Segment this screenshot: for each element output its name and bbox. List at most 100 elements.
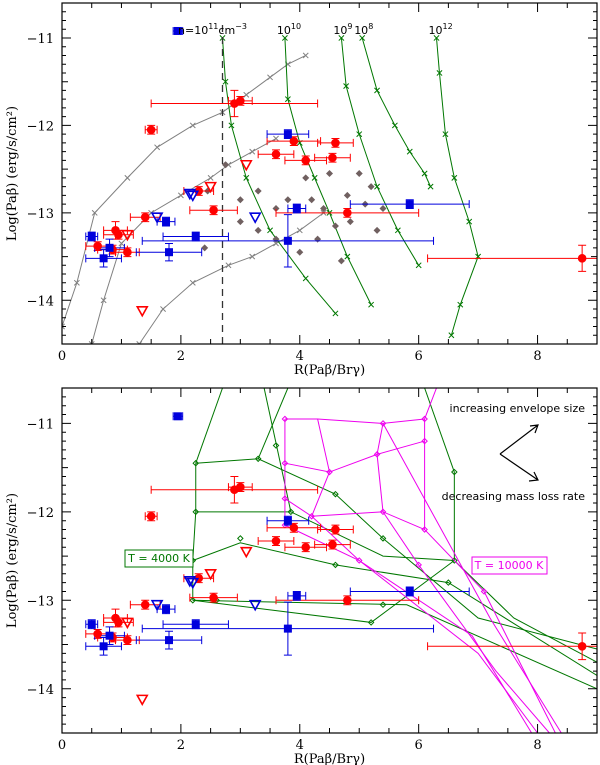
density-model-point xyxy=(338,35,345,41)
red-point xyxy=(343,208,352,218)
red-point xyxy=(236,482,245,492)
red-point xyxy=(114,230,123,240)
gray-model-point xyxy=(177,192,184,199)
magenta-grid-node xyxy=(373,451,381,458)
red-point xyxy=(271,536,281,546)
density-model-point xyxy=(374,183,381,190)
blue-point xyxy=(173,412,182,421)
blue-upper-limit-triangle xyxy=(186,190,200,203)
red-point xyxy=(343,596,352,605)
green-grid-node xyxy=(445,579,452,586)
green-grid-node xyxy=(287,508,295,516)
blue-upper-limit-triangle xyxy=(183,188,197,201)
green-grid-node xyxy=(367,619,375,626)
density-model-point xyxy=(448,332,455,339)
density-label: 1010 xyxy=(277,22,301,37)
gray-diamond-point xyxy=(254,226,262,234)
y-axis-label: Log(Paβ) (erg/s/cm²) xyxy=(5,106,20,241)
red-point-errorbar xyxy=(427,244,597,272)
green-grid-node xyxy=(451,468,458,476)
gray-diamond-point xyxy=(254,187,262,195)
gray-model-point xyxy=(273,240,279,247)
gray-model-point xyxy=(154,144,161,151)
plot-area-top xyxy=(62,25,597,344)
density-model-point xyxy=(302,275,309,282)
gray-model-point xyxy=(88,341,95,344)
blue-point xyxy=(405,200,414,209)
gray-model-point xyxy=(302,52,309,59)
red-point xyxy=(140,600,150,610)
density-model-point xyxy=(222,78,229,85)
x-tick-label: 0 xyxy=(58,349,66,364)
red-upper-limit-triangle xyxy=(239,546,253,559)
arrow-label-mass-loss: decreasing mass loss rate xyxy=(442,490,586,503)
gray-diamond-point xyxy=(308,196,316,204)
magenta-grid-node xyxy=(281,459,289,467)
gray-model-point xyxy=(243,91,250,98)
green-grid-node xyxy=(192,508,200,516)
y-tick-label: −13 xyxy=(27,207,54,222)
blue-point xyxy=(99,254,108,263)
magenta-grid-node xyxy=(355,557,363,564)
x-tick-label: 4 xyxy=(296,738,304,753)
blue-upper-limit-triangle xyxy=(150,599,164,612)
red-upper-limit-triangle xyxy=(204,181,217,194)
blue-point xyxy=(105,631,114,640)
density-label: 1012 xyxy=(429,22,453,37)
red-point xyxy=(331,138,340,148)
green-grid-node xyxy=(379,535,387,542)
gray-model-point xyxy=(100,297,107,304)
plot-area-bottom xyxy=(85,388,597,733)
gray-model-point xyxy=(62,323,65,330)
green-grid-line-2 xyxy=(195,511,597,663)
green-grid-line-4 xyxy=(192,560,455,623)
blue-point xyxy=(105,243,114,252)
magenta-grid-line-6 xyxy=(376,423,550,733)
red-point xyxy=(577,642,587,651)
y-tick-label: −13 xyxy=(27,594,54,609)
y-tick-label: −12 xyxy=(27,506,54,521)
density-model-point xyxy=(228,122,235,129)
gray-diamond-point xyxy=(326,170,333,177)
model-label-10000k: T = 10000 K xyxy=(474,559,544,572)
gray-diamond-point xyxy=(367,183,375,191)
density-model-point xyxy=(406,148,413,155)
gray-model-point xyxy=(249,148,256,155)
ticks-top xyxy=(61,2,598,345)
red-point xyxy=(289,523,299,533)
density-model-point xyxy=(433,35,440,41)
red-point xyxy=(123,247,132,257)
red-upper-limit-triangle xyxy=(239,159,253,172)
y-tick-label: −14 xyxy=(27,683,54,698)
green-grid-node xyxy=(332,490,339,498)
x-tick-label: 8 xyxy=(533,738,541,753)
magenta-grid-line-9 xyxy=(284,524,533,733)
gray-model-point xyxy=(296,227,303,234)
green-grid-node xyxy=(272,442,280,449)
blue-upper-limit-triangle xyxy=(248,599,262,612)
magenta-grid-line-10 xyxy=(382,423,562,733)
density-model-point xyxy=(391,122,398,129)
gray-model-point xyxy=(136,341,143,344)
blue-upper-limit-triangle xyxy=(186,577,200,590)
gray-diamond-point xyxy=(331,222,339,230)
y-axis-label: Log(Paβ) (erg/s/cm²) xyxy=(5,493,20,628)
gray-diamond-point xyxy=(201,244,209,252)
density-model-point xyxy=(421,170,428,177)
gray-diamond-point xyxy=(236,196,244,204)
gray-diamond-point xyxy=(236,218,244,226)
y-tick-label: −12 xyxy=(27,119,54,134)
blue-point xyxy=(165,248,173,257)
density-label-first: n=1011cm−3 xyxy=(178,22,247,37)
gray-diamond-point xyxy=(272,204,280,212)
green-grid-node xyxy=(189,597,197,604)
gray-diamond-point xyxy=(302,174,310,182)
red-point xyxy=(146,125,156,135)
red-point xyxy=(577,254,587,263)
density-model-point xyxy=(281,35,288,41)
gray-model-point xyxy=(73,279,80,286)
density-model-point xyxy=(343,83,350,90)
density-label: 108 xyxy=(354,22,373,37)
density-model-point xyxy=(267,227,274,234)
green-grid-node xyxy=(379,601,387,609)
